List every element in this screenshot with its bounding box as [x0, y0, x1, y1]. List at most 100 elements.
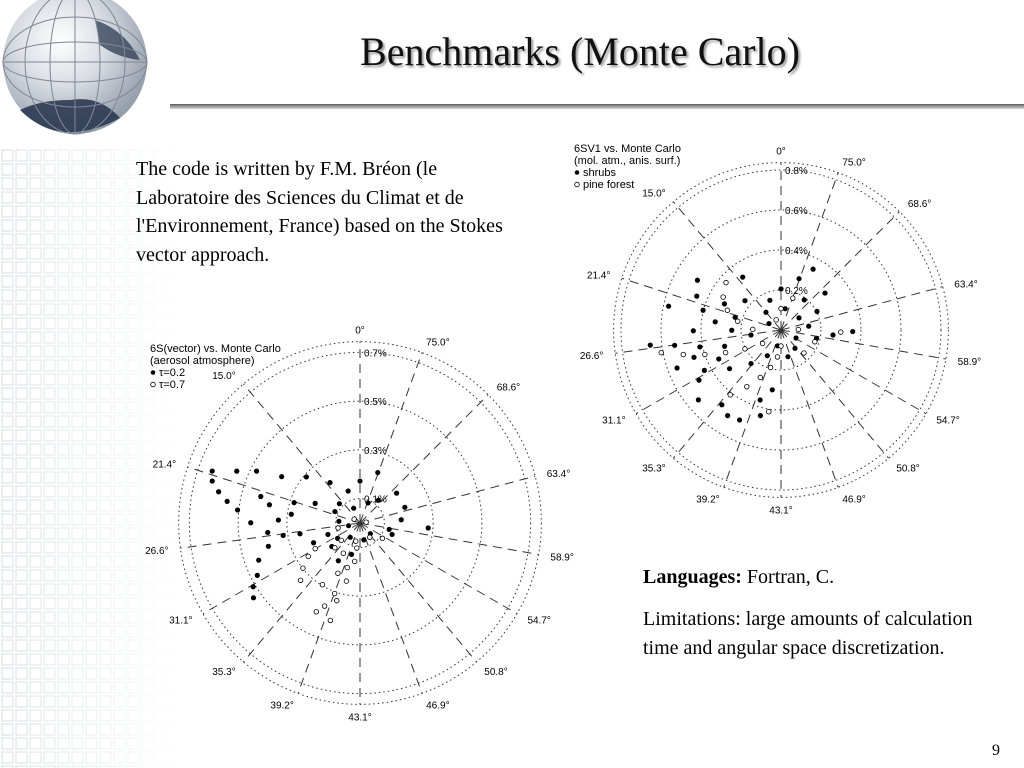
radial-tick-label: 0.8%: [785, 166, 808, 177]
data-point-filled: [312, 500, 318, 506]
data-point-filled: [796, 315, 802, 321]
data-point-filled: [375, 469, 381, 476]
data-point-open: [680, 351, 686, 358]
spoke-line: [673, 201, 782, 331]
slide-title: Benchmarks (Monte Carlo): [360, 29, 800, 74]
data-point-filled: [361, 537, 367, 543]
data-point-filled: [266, 502, 273, 508]
data-point-filled: [850, 328, 856, 335]
globe-logo: [2, 0, 148, 135]
angle-label: 46.9°: [842, 495, 865, 506]
data-point-filled: [425, 525, 431, 531]
data-point-filled: [830, 332, 836, 338]
data-point-open: [300, 565, 306, 571]
radial-ring: [740, 289, 822, 371]
data-point-filled: [732, 314, 738, 320]
data-point-filled: [716, 356, 722, 362]
data-point-filled: [801, 297, 807, 303]
data-point-filled: [736, 417, 743, 423]
data-point-open: [734, 318, 741, 324]
data-point-filled: [336, 501, 342, 507]
angle-label: 50.8°: [896, 463, 919, 474]
data-point-filled: [393, 490, 400, 496]
angle-label: 35.3°: [212, 667, 235, 678]
data-point-filled: [224, 498, 230, 505]
data-point-filled: [722, 343, 728, 349]
angle-label: 58.9°: [550, 553, 573, 564]
spoke-line: [243, 383, 361, 524]
data-point-filled: [793, 335, 799, 341]
spoke-line: [780, 286, 943, 331]
data-point-filled: [216, 489, 222, 495]
data-point-filled: [726, 366, 733, 372]
data-point-filled: [291, 500, 297, 506]
polar-chart-6sv1-svg: 0.2% 0.4% 0.6% 0.8% 0° 15.0° 21.4° 26.6° 31.1° 35…: [574, 143, 981, 516]
data-point-open: [742, 346, 748, 352]
data-point-filled: [695, 397, 702, 403]
data-point-filled: [280, 532, 286, 539]
data-point-filled: [694, 293, 700, 299]
data-point-filled: [822, 290, 828, 296]
spoke-line: [187, 466, 361, 524]
data-point-filled: [310, 540, 317, 546]
data-point-filled: [764, 353, 770, 359]
chart-title-line: 6SV1 vs. Monte Carlo: [574, 143, 681, 155]
data-point-open: [331, 590, 338, 597]
radial-ring: [335, 498, 385, 548]
radial-ring: [188, 351, 532, 695]
data-point-open: [338, 537, 344, 544]
data-point-filled: [209, 478, 215, 484]
data-point-filled: [250, 595, 257, 601]
angle-label: 46.9°: [426, 701, 449, 712]
data-point-filled: [740, 274, 746, 280]
spoke-line: [780, 329, 946, 360]
spoke-line: [780, 329, 889, 459]
data-point-filled: [351, 505, 357, 511]
angle-label: 31.1°: [169, 616, 192, 627]
data-point-filled: [336, 518, 342, 524]
data-point-open: [297, 577, 304, 583]
data-point-filled: [785, 354, 791, 360]
spoke-line: [359, 394, 489, 524]
data-point-open: [658, 349, 664, 356]
data-point-open: [319, 581, 326, 588]
data-point-open: [795, 326, 802, 333]
data-point-filled: [697, 344, 703, 350]
data-point-filled: [253, 468, 260, 474]
data-point-open: [790, 295, 796, 301]
data-point-filled: [288, 511, 294, 517]
angle-label: 43.1°: [348, 712, 371, 723]
data-point-filled: [357, 478, 363, 484]
angle-label: 39.2°: [270, 701, 293, 712]
data-point-filled: [256, 557, 262, 563]
data-point-open: [340, 550, 347, 556]
angle-label: 31.1°: [602, 416, 625, 427]
data-point-open: [838, 329, 844, 335]
spoke-line: [297, 522, 361, 694]
legend-marker-open: [574, 181, 580, 188]
data-point-open: [773, 317, 779, 323]
data-point-filled: [303, 474, 309, 480]
data-point-open: [750, 326, 756, 333]
data-point-open: [767, 364, 774, 371]
radial-ring: [286, 449, 434, 597]
data-point-filled: [766, 320, 772, 327]
spoke-line: [780, 172, 839, 331]
data-point-open: [363, 519, 369, 525]
angle-label: 43.1°: [769, 505, 792, 516]
title-underline: [170, 104, 1024, 109]
data-point-open: [344, 564, 351, 571]
data-point-filled: [782, 306, 788, 312]
data-point-filled: [398, 517, 404, 523]
data-point-filled: [725, 413, 731, 419]
data-point-open: [744, 383, 750, 390]
data-point-filled: [721, 301, 728, 307]
angle-label: 63.4°: [954, 280, 977, 291]
angle-label: 35.3°: [642, 463, 665, 474]
data-point-open: [305, 553, 311, 560]
spoke-line: [621, 277, 782, 331]
data-point-filled: [265, 529, 271, 536]
data-point-filled: [332, 508, 338, 515]
data-point-open: [351, 558, 358, 565]
angle-label: 58.9°: [958, 357, 981, 368]
